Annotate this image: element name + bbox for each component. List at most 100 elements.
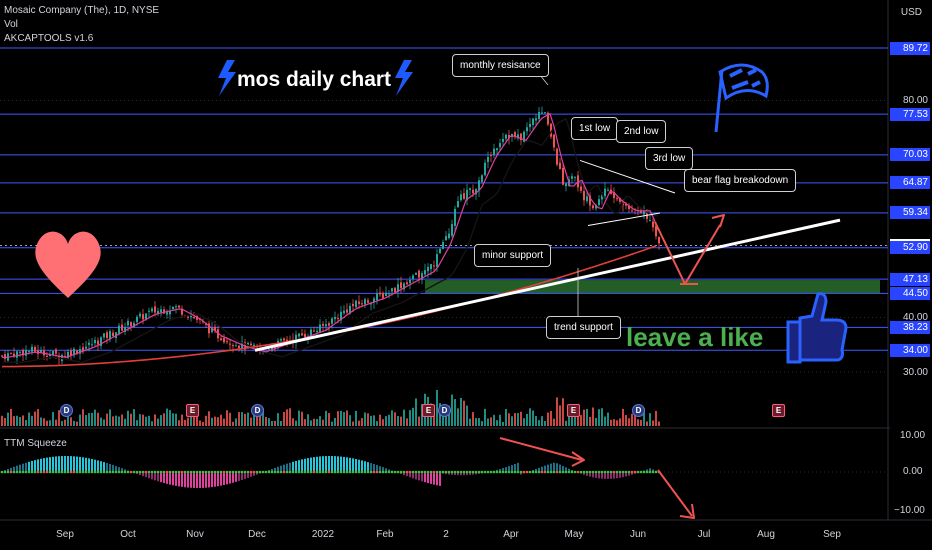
squeeze-dot: [510, 470, 514, 474]
volume-bar: [163, 413, 165, 426]
volume-bar: [229, 412, 231, 426]
dividend-marker[interactable]: D: [60, 404, 73, 417]
volume-bar: [64, 419, 66, 426]
candle-body: [214, 326, 216, 331]
candle-body: [562, 167, 564, 185]
earnings-marker[interactable]: E: [772, 404, 785, 417]
squeeze-dot: [66, 470, 70, 474]
candle-body: [151, 308, 153, 312]
osc-bar: [613, 472, 615, 479]
candle-body: [172, 306, 174, 310]
volume-bar: [349, 415, 351, 426]
squeeze-dot: [189, 470, 193, 474]
candle-body: [349, 305, 351, 314]
squeeze-dot: [138, 470, 142, 474]
squeeze-dot: [384, 470, 388, 474]
squeeze-dot: [399, 470, 403, 474]
squeeze-dot: [513, 470, 517, 474]
volume-bar: [529, 408, 531, 426]
squeeze-dot: [99, 470, 103, 474]
osc-arrowhead-2: [679, 503, 695, 519]
osc-bar: [331, 456, 333, 472]
osc-bar: [358, 459, 360, 472]
dividend-marker[interactable]: D: [251, 404, 264, 417]
osc-bar: [451, 472, 453, 475]
volume-bar: [61, 421, 63, 426]
squeeze-dot: [72, 470, 76, 474]
dividend-marker[interactable]: D: [438, 404, 451, 417]
squeeze-dot: [240, 470, 244, 474]
volume-bar: [82, 409, 84, 426]
osc-bar: [175, 472, 177, 486]
candle-body: [541, 112, 543, 114]
time-label: Nov: [186, 529, 204, 540]
squeeze-dot: [534, 470, 538, 474]
osc-bar: [10, 467, 12, 472]
squeeze-dot: [54, 470, 58, 474]
thumb-shape: [798, 292, 848, 362]
volume-bar: [451, 394, 453, 426]
osc-bar: [28, 461, 30, 472]
osc-bar: [598, 472, 600, 479]
volume-bar: [31, 415, 33, 426]
osc-bar: [160, 472, 162, 483]
volume-bar: [262, 408, 264, 426]
squeeze-dot: [93, 470, 97, 474]
earnings-marker[interactable]: E: [422, 404, 435, 417]
squeeze-dot: [360, 470, 364, 474]
squeeze-dot: [204, 470, 208, 474]
candle-body: [385, 292, 387, 297]
volume-bar: [487, 418, 489, 426]
osc-bar: [631, 472, 633, 475]
squeeze-dot: [234, 470, 238, 474]
osc-arrowhead-1: [571, 451, 585, 467]
price-axis-label: 34.00: [890, 343, 930, 357]
osc-bar: [67, 456, 69, 472]
osc-bar: [214, 472, 216, 487]
osc-bar: [94, 459, 96, 472]
squeeze-dot: [228, 470, 232, 474]
volume-bar: [622, 408, 624, 426]
osc-bar: [163, 472, 165, 484]
volume-bar: [172, 413, 174, 426]
osc-bar: [256, 472, 258, 475]
osc-bar: [277, 466, 279, 472]
candle-body: [178, 305, 180, 308]
earnings-marker[interactable]: E: [567, 404, 580, 417]
volume-bar: [28, 412, 30, 426]
osc-bar: [109, 464, 111, 472]
osc-bar: [517, 462, 519, 472]
volume-bar: [316, 418, 318, 426]
squeeze-dot: [312, 470, 316, 474]
volume-bar: [403, 409, 405, 426]
volume-bar: [637, 419, 639, 426]
callout-second-low: 2nd low: [616, 120, 667, 143]
earnings-marker[interactable]: E: [186, 404, 199, 417]
candle-body: [394, 287, 396, 293]
oscillator-label: TTM Squeeze: [4, 438, 67, 449]
squeeze-dot: [522, 470, 526, 474]
dividend-marker[interactable]: D: [632, 404, 645, 417]
osc-bar: [316, 456, 318, 472]
squeeze-dot: [489, 470, 493, 474]
volume-bar: [406, 418, 408, 426]
osc-bar: [118, 467, 120, 472]
squeeze-dot: [633, 470, 637, 474]
candle-body: [421, 273, 423, 280]
candle-body: [208, 323, 210, 334]
candle-body: [106, 332, 108, 338]
osc-bar: [88, 458, 90, 472]
volume-bar: [643, 408, 645, 426]
squeeze-dot: [159, 470, 163, 474]
volume-bar: [109, 409, 111, 426]
candle-body: [283, 338, 285, 341]
candle-body: [454, 208, 456, 226]
volume-bar: [658, 421, 660, 426]
squeeze-dot: [591, 470, 595, 474]
time-label: Dec: [248, 529, 266, 540]
volume-bar: [100, 417, 102, 426]
osc-bar: [124, 469, 126, 472]
candle-body: [52, 351, 54, 356]
squeeze-dot: [348, 470, 352, 474]
